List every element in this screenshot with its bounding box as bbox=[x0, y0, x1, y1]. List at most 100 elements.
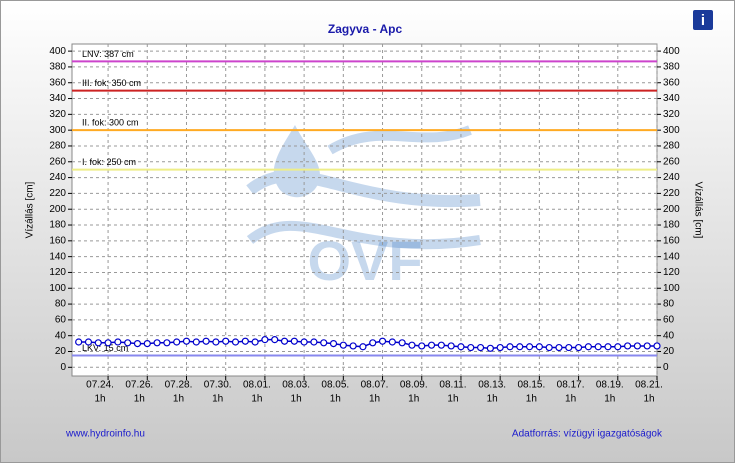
y-tick-label: 260 bbox=[49, 156, 66, 167]
y2-tick-label: 140 bbox=[663, 251, 680, 262]
y2-tick-label: 320 bbox=[663, 109, 680, 120]
data-point bbox=[75, 338, 83, 346]
data-point bbox=[643, 342, 651, 350]
data-point bbox=[202, 337, 210, 345]
x-tick-label: 08.03. bbox=[282, 380, 310, 391]
y-tick-label: 320 bbox=[49, 109, 66, 120]
x-tick-label: 07.30. bbox=[204, 380, 232, 391]
data-point bbox=[182, 337, 191, 345]
data-point bbox=[467, 343, 475, 352]
x-tick-label: 08.19. bbox=[596, 380, 624, 391]
y2-tick-label: 300 bbox=[663, 125, 680, 136]
x-tick-label: 08.11. bbox=[439, 380, 466, 391]
x-tick-label: 08.15. bbox=[517, 380, 545, 391]
y-tick-label: 360 bbox=[49, 77, 66, 88]
x-tick-label: 1h bbox=[604, 394, 615, 405]
footer-source: Adatforrás: vízügyi igazgatóságok bbox=[512, 429, 663, 440]
data-point bbox=[525, 343, 534, 351]
data-point bbox=[476, 343, 485, 352]
chart-title: Zagyva - Apc bbox=[328, 22, 403, 36]
y2-tick-label: 20 bbox=[663, 346, 675, 357]
data-point bbox=[320, 339, 328, 347]
y-axis-label: Vízállás [cm] bbox=[25, 181, 36, 238]
y-tick-label: 40 bbox=[55, 330, 67, 341]
y-tick-label: 60 bbox=[55, 315, 67, 326]
data-point bbox=[84, 338, 93, 346]
data-point bbox=[653, 342, 661, 350]
y2-tick-label: 200 bbox=[663, 204, 680, 215]
y2-tick-label: 120 bbox=[663, 267, 680, 278]
x-tick-label: 1h bbox=[408, 394, 419, 405]
data-point bbox=[614, 343, 622, 351]
y2-tick-label: 80 bbox=[663, 299, 675, 310]
data-point bbox=[231, 338, 240, 346]
watermark: OVF bbox=[307, 229, 422, 292]
data-point bbox=[212, 338, 220, 346]
info-button[interactable] bbox=[693, 10, 713, 30]
x-tick-label: 1h bbox=[447, 394, 458, 405]
info-icon[interactable]: i bbox=[701, 12, 705, 29]
x-tick-label: 1h bbox=[330, 394, 341, 405]
footer-link[interactable]: www.hydroinfo.hu bbox=[65, 429, 145, 440]
y2-tick-label: 280 bbox=[663, 141, 680, 152]
data-point bbox=[447, 342, 455, 350]
data-point bbox=[584, 343, 592, 351]
threshold-label: III. fok: 350 cm bbox=[82, 78, 141, 88]
data-point bbox=[173, 338, 181, 346]
data-point bbox=[359, 343, 367, 351]
data-point bbox=[329, 339, 338, 348]
x-tick-label: 08.13. bbox=[478, 380, 506, 391]
data-point bbox=[310, 338, 318, 346]
x-tick-label: 1h bbox=[291, 394, 302, 405]
y-tick-label: 100 bbox=[49, 283, 66, 294]
data-point bbox=[222, 337, 230, 345]
y-tick-label: 340 bbox=[49, 93, 66, 104]
data-point bbox=[418, 342, 426, 350]
x-tick-label: 1h bbox=[565, 394, 576, 405]
data-point bbox=[261, 336, 269, 344]
data-point bbox=[241, 337, 249, 345]
data-point bbox=[486, 344, 494, 352]
x-tick-label: 08.17. bbox=[557, 380, 585, 391]
threshold-label: I. fok: 250 cm bbox=[82, 157, 136, 167]
y-tick-label: 240 bbox=[49, 172, 66, 183]
data-point bbox=[192, 338, 200, 346]
data-point bbox=[369, 339, 377, 347]
data-point bbox=[604, 343, 612, 351]
y-tick-label: 160 bbox=[49, 235, 66, 246]
data-point bbox=[271, 336, 279, 344]
y2-tick-label: 260 bbox=[663, 156, 680, 167]
data-point bbox=[516, 343, 524, 351]
y2-tick-label: 400 bbox=[663, 46, 680, 57]
y-tick-label: 180 bbox=[49, 220, 66, 231]
data-point bbox=[124, 339, 132, 347]
data-point bbox=[457, 343, 465, 351]
y-tick-label: 80 bbox=[55, 299, 67, 310]
x-tick-label: 1h bbox=[212, 394, 223, 405]
data-point bbox=[388, 338, 396, 346]
data-point bbox=[565, 343, 573, 352]
y-tick-label: 300 bbox=[49, 125, 66, 136]
x-tick-label: 08.09. bbox=[400, 380, 428, 391]
x-tick-label: 08.01. bbox=[243, 380, 271, 391]
x-tick-label: 1h bbox=[369, 394, 380, 405]
x-tick-label: 1h bbox=[487, 394, 498, 405]
data-point bbox=[545, 343, 553, 352]
y-tick-label: 140 bbox=[49, 251, 66, 262]
y-tick-label: 20 bbox=[55, 346, 67, 357]
y2-tick-label: 0 bbox=[663, 362, 669, 373]
data-point bbox=[94, 339, 102, 347]
data-point bbox=[496, 343, 504, 352]
data-point bbox=[594, 343, 602, 351]
data-point bbox=[339, 341, 347, 349]
y2-tick-label: 240 bbox=[663, 172, 680, 183]
y-tick-label: 380 bbox=[49, 62, 66, 73]
data-point bbox=[133, 339, 142, 348]
y2-tick-label: 180 bbox=[663, 220, 680, 231]
data-point bbox=[427, 341, 436, 349]
data-point bbox=[506, 343, 514, 351]
x-tick-label: 1h bbox=[251, 394, 262, 405]
y2-tick-label: 160 bbox=[663, 235, 680, 246]
